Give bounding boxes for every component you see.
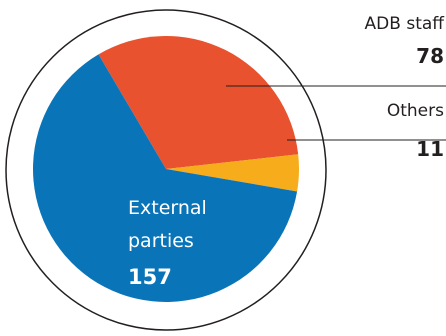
label-others-name: Others [387,101,444,121]
label-external-line1: External [128,197,207,219]
pie-slice-external-parties [32,54,298,302]
pie-slices [32,35,299,302]
label-adb-staff-value: 78 [416,44,444,68]
pie-slice-others [166,154,299,192]
label-adb-staff-name: ADB staff [365,14,446,34]
label-external-line2: parties [128,230,194,252]
label-others-value: 11 [416,137,444,161]
label-external-value: 157 [128,265,172,289]
pie-slice-adb-staff [98,35,299,170]
